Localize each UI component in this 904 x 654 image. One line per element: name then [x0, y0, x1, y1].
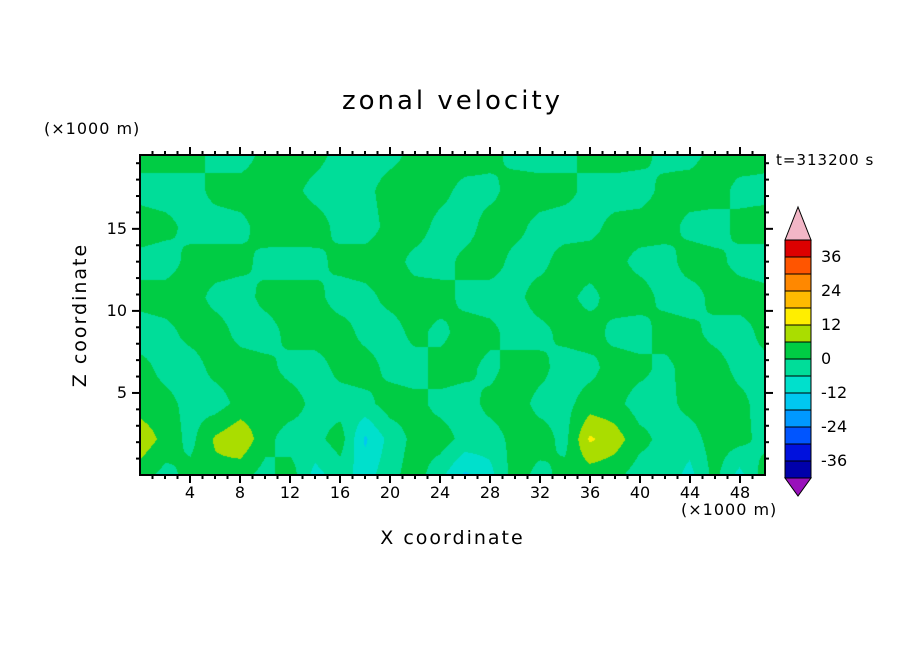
svg-text:5: 5 [117, 383, 127, 402]
colorbar [784, 205, 812, 497]
svg-text:16: 16 [330, 483, 350, 502]
plot-border [139, 154, 766, 476]
x-tick-labels: 4 8 12 16 20 24 28 32 36 40 44 48 [185, 483, 750, 502]
colorbar-labels: 36 24 12 0 -12 -24 -36 [821, 247, 847, 470]
svg-text:48: 48 [730, 483, 750, 502]
svg-text:12: 12 [821, 315, 841, 334]
svg-text:44: 44 [680, 483, 700, 502]
svg-text:20: 20 [380, 483, 400, 502]
svg-text:12: 12 [280, 483, 300, 502]
svg-text:40: 40 [630, 483, 650, 502]
svg-text:32: 32 [530, 483, 550, 502]
y-tick-labels: 5 10 15 [107, 219, 127, 402]
chart-title: zonal velocity [341, 86, 564, 116]
svg-text:15: 15 [107, 219, 127, 238]
svg-text:4: 4 [185, 483, 195, 502]
x-axis-title: X coordinate [380, 527, 525, 549]
svg-text:36: 36 [821, 247, 841, 266]
y-axis-unit-label: (×1000 m) [44, 119, 141, 138]
svg-text:24: 24 [430, 483, 450, 502]
colorbar-under-arrow [784, 477, 812, 497]
axis-ticks [132, 147, 773, 483]
svg-text:-24: -24 [821, 417, 847, 436]
contour-field-canvas [140, 155, 765, 475]
svg-text:-12: -12 [821, 383, 847, 402]
svg-text:8: 8 [235, 483, 245, 502]
svg-text:10: 10 [107, 301, 127, 320]
timestamp-label: t=313200 s [776, 151, 875, 169]
svg-text:-36: -36 [821, 451, 847, 470]
svg-text:36: 36 [580, 483, 600, 502]
svg-text:28: 28 [480, 483, 500, 502]
svg-text:24: 24 [821, 281, 841, 300]
colorbar-over-arrow [784, 205, 812, 241]
x-axis-unit-label: (×1000 m) [681, 500, 778, 519]
svg-text:0: 0 [821, 349, 831, 368]
